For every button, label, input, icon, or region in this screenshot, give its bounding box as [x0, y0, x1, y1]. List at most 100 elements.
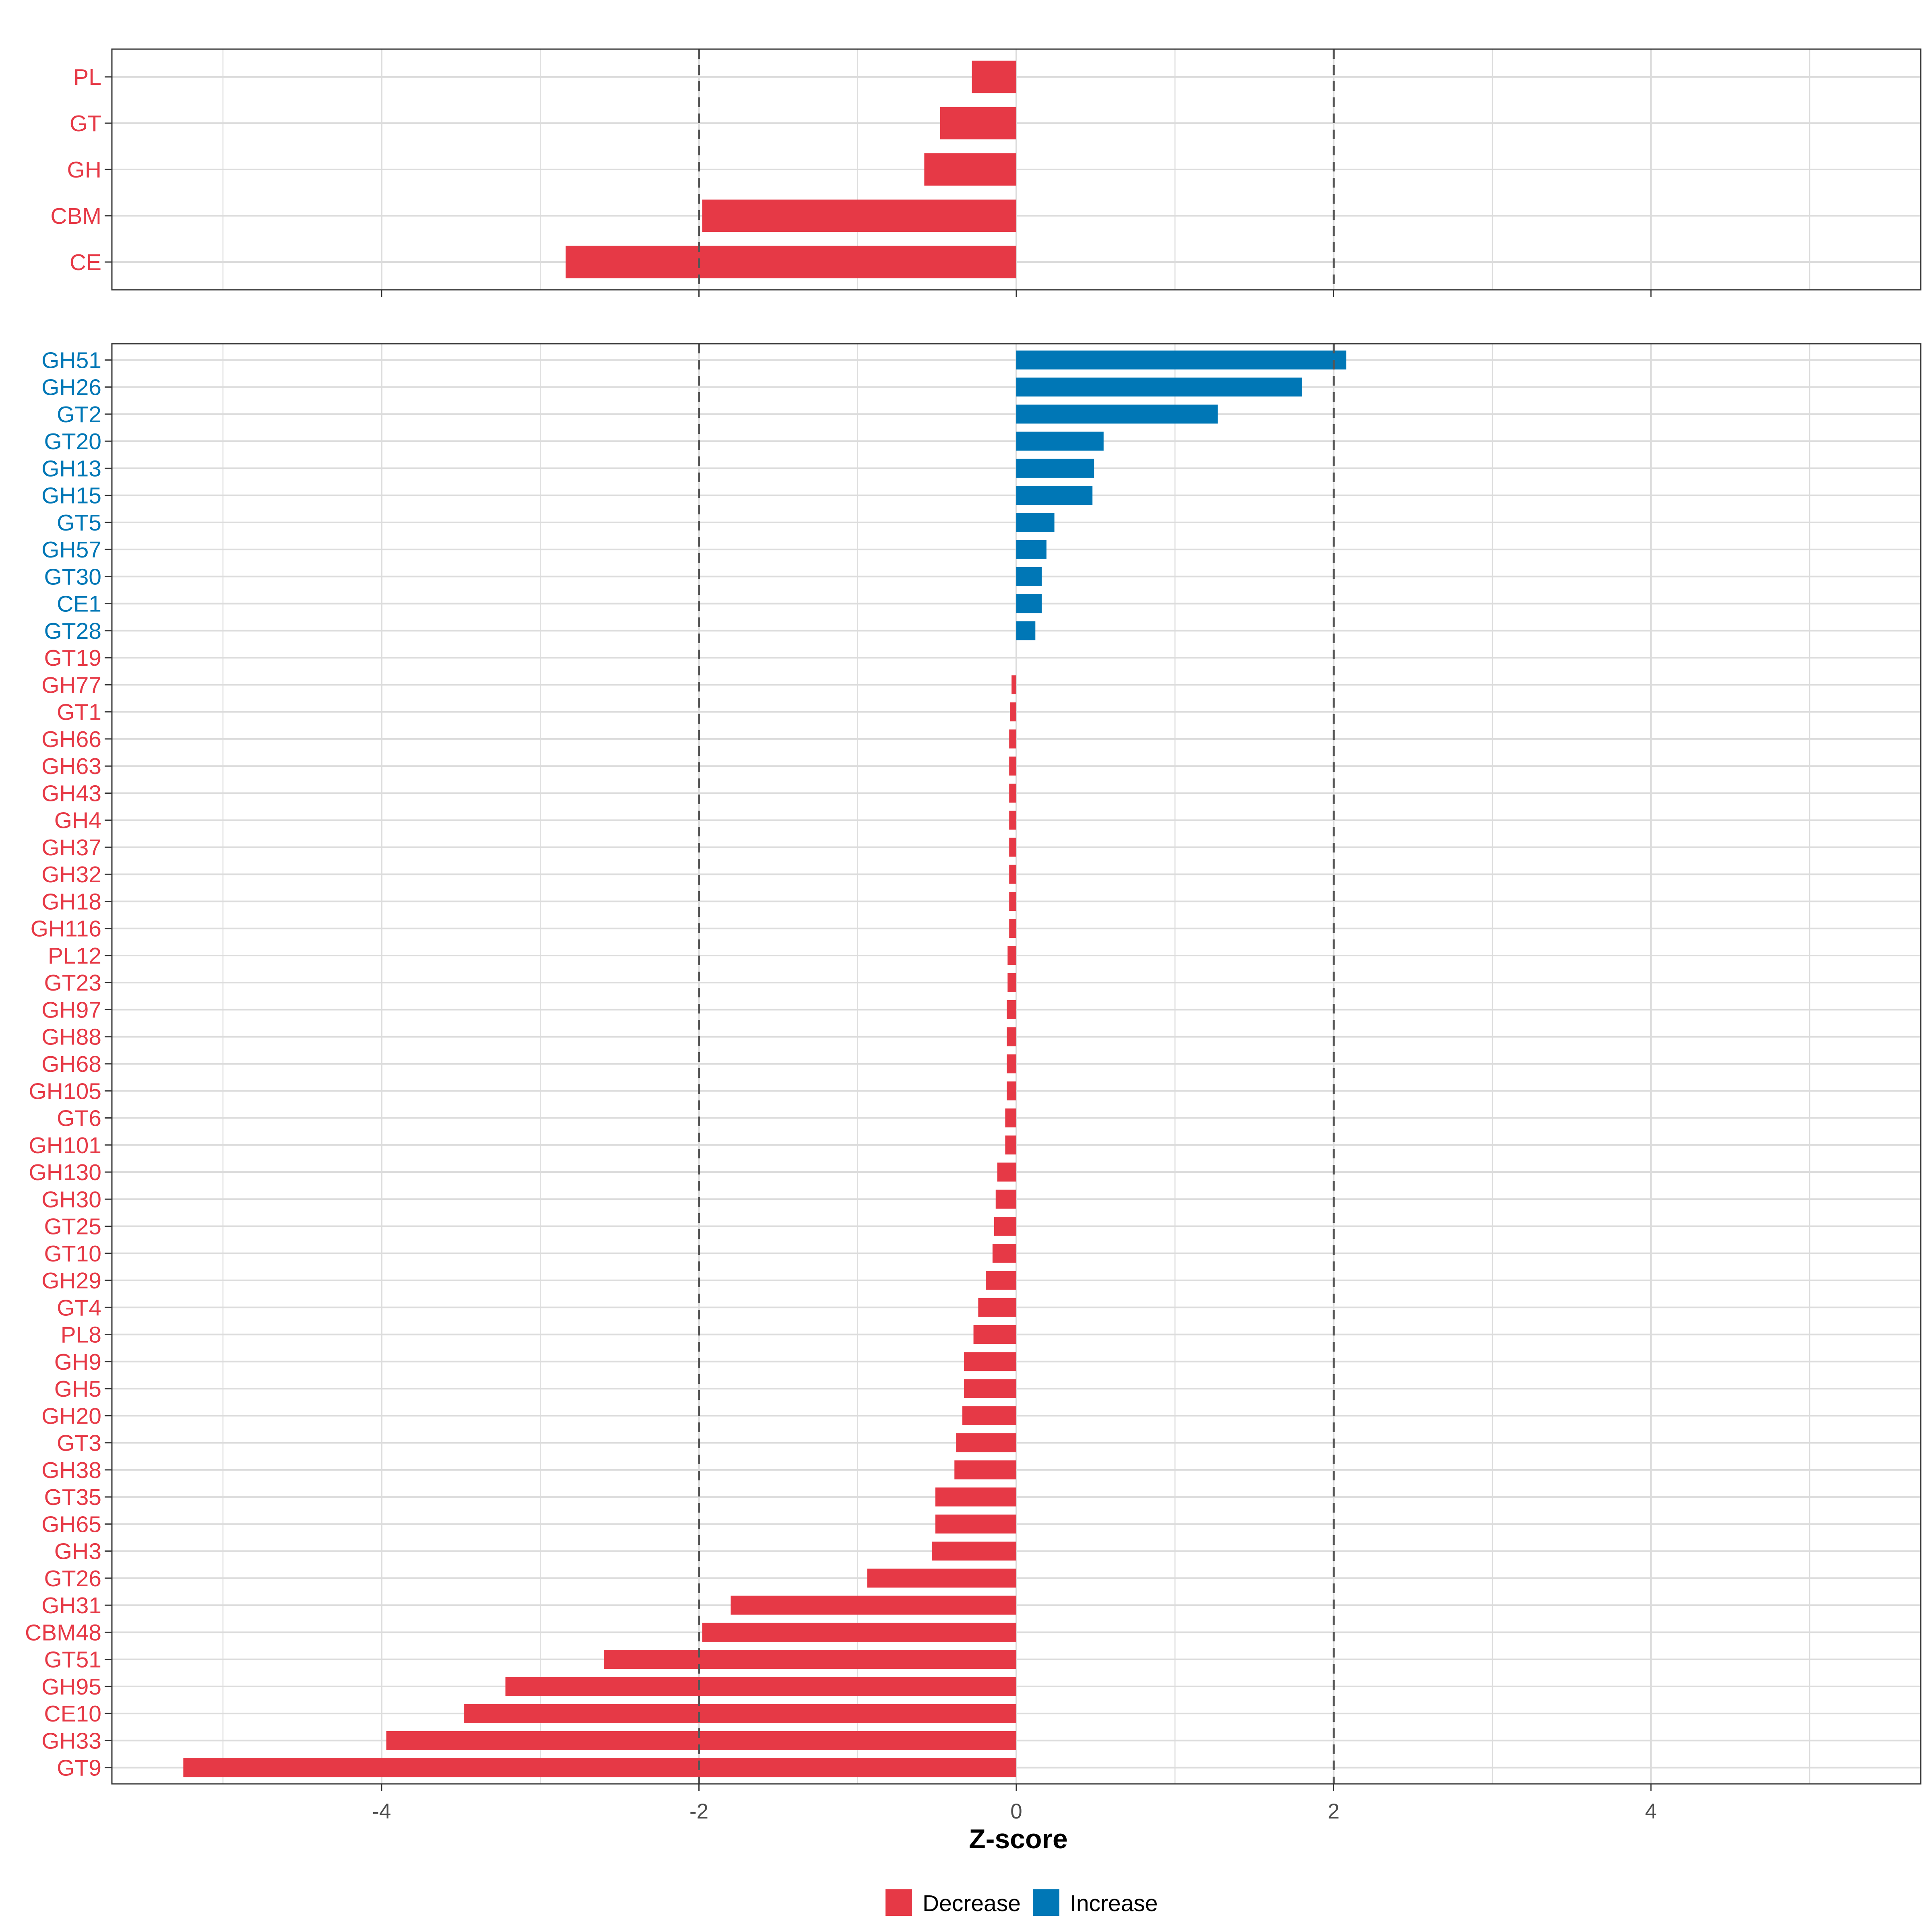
bottom-category-label: GH20: [41, 1403, 101, 1429]
bottom-category-label: GH97: [41, 997, 101, 1023]
bottom-category-label: GT25: [44, 1214, 101, 1240]
bottom-category-label: GT20: [44, 429, 101, 454]
bottom-category-label: GT10: [44, 1241, 101, 1267]
top-bar-pl: [972, 60, 1016, 93]
bottom-category-label: GH130: [29, 1160, 101, 1185]
bottom-category-label: GH116: [31, 916, 101, 942]
bottom-category-label: GH51: [41, 347, 101, 373]
bottom-bar-gt3: [956, 1433, 1016, 1453]
bottom-category-label: GT6: [57, 1106, 101, 1131]
bottom-bar-gh43: [1009, 783, 1016, 803]
bottom-bar-gt35: [935, 1487, 1016, 1507]
bottom-bar-gh77: [1011, 675, 1016, 694]
bottom-category-label: GH13: [41, 456, 101, 481]
top-category-label: GT: [70, 111, 101, 136]
top-category-label: CBM: [50, 203, 101, 229]
bottom-category-label: GH26: [41, 375, 101, 400]
top-bar-gh: [924, 153, 1016, 186]
bottom-bar-gh4: [1009, 811, 1016, 830]
bottom-bar-gt4: [978, 1298, 1016, 1317]
bottom-category-label: GT4: [57, 1295, 101, 1321]
bottom-category-label: GH38: [41, 1457, 101, 1483]
bottom-bar-gh33: [386, 1731, 1017, 1750]
legend-label-increase: Increase: [1070, 1891, 1158, 1916]
bottom-bar-gh88: [1007, 1027, 1016, 1046]
bottom-bar-gt26: [867, 1569, 1016, 1588]
legend-swatch-decrease: [886, 1889, 912, 1916]
bottom-category-label: GH30: [41, 1187, 101, 1212]
bottom-category-label: GH57: [41, 537, 101, 563]
bottom-bar-gt28: [1016, 621, 1036, 640]
bottom-category-label: GT26: [44, 1566, 101, 1591]
bottom-bar-gh29: [986, 1271, 1016, 1290]
bottom-category-label: GT19: [44, 645, 101, 671]
bottom-category-label: GT28: [44, 618, 101, 644]
bottom-bar-gt2: [1016, 405, 1218, 424]
bottom-bar-pl12: [1007, 946, 1016, 965]
bottom-category-label: CBM48: [25, 1620, 101, 1645]
top-category-label: GH: [67, 157, 102, 183]
bottom-category-label: GT51: [44, 1647, 101, 1673]
bottom-category-label: GH77: [41, 672, 101, 698]
bottom-category-label: GH37: [41, 835, 101, 861]
bottom-category-label: GH95: [41, 1674, 101, 1700]
bottom-category-label: PL8: [61, 1322, 101, 1348]
bottom-category-label: GH68: [41, 1051, 101, 1077]
bottom-bar-gt51: [604, 1650, 1016, 1669]
bottom-category-label: GH101: [29, 1133, 101, 1158]
bottom-bar-gh68: [1007, 1054, 1016, 1073]
bottom-category-label: GT5: [57, 510, 101, 536]
bottom-bar-gt9: [183, 1758, 1016, 1777]
bottom-category-label: GH29: [41, 1268, 101, 1294]
bottom-bar-gh30: [995, 1189, 1016, 1209]
bottom-category-label: GH15: [41, 483, 101, 509]
bottom-bar-gh57: [1016, 540, 1046, 559]
bottom-bar-gh97: [1007, 1000, 1016, 1020]
top-category-label: CE: [70, 250, 101, 275]
top-category-label: PL: [73, 64, 101, 90]
bottom-panel: GH51GH26GT2GT20GH13GH15GT5GH57GT30CE1GT2…: [25, 343, 1922, 1823]
bottom-bar-gh116: [1009, 919, 1016, 938]
bottom-category-label: GH4: [54, 808, 101, 834]
bottom-category-label: CE10: [44, 1701, 101, 1727]
top-panel: PL GT GH CBM CE: [50, 48, 1922, 297]
bottom-category-label: GH88: [41, 1024, 101, 1050]
bottom-category-label: GT9: [57, 1755, 101, 1781]
bottom-bar-gh13: [1016, 458, 1094, 478]
bottom-category-label: GH18: [41, 889, 101, 914]
bottom-category-label: GH33: [41, 1728, 101, 1754]
bottom-bar-gt25: [994, 1216, 1016, 1236]
bottom-category-label: GH3: [54, 1539, 101, 1565]
bottom-category-label: GT35: [44, 1484, 101, 1510]
bottom-bar-ce1: [1016, 594, 1042, 613]
bottom-category-label: GH63: [41, 753, 101, 779]
x-tick-label: 4: [1645, 1800, 1657, 1823]
legend-swatch-increase: [1033, 1889, 1059, 1916]
top-bar-cbm: [702, 199, 1016, 232]
bottom-bar-gh20: [962, 1406, 1016, 1425]
x-axis-title: Z-score: [969, 1824, 1068, 1854]
bottom-category-label: GH105: [29, 1078, 101, 1104]
bottom-category-label: GH65: [41, 1511, 101, 1537]
bottom-category-label: GT2: [57, 402, 101, 427]
bottom-bar-gh31: [731, 1596, 1016, 1615]
bottom-bar-gh38: [954, 1460, 1016, 1480]
bottom-bar-gh32: [1009, 865, 1016, 884]
x-tick-label: 2: [1328, 1800, 1340, 1823]
bottom-category-label: GH66: [41, 727, 101, 752]
bottom-category-label: GT1: [57, 700, 101, 725]
x-tick-label: -4: [372, 1800, 391, 1823]
bottom-category-label: GT30: [44, 564, 101, 590]
top-bar-ce: [566, 246, 1016, 279]
bottom-category-label: CE1: [57, 591, 101, 617]
top-bar-gt: [940, 107, 1016, 140]
bottom-bar-gh105: [1007, 1081, 1016, 1100]
bottom-bar-gh26: [1016, 378, 1302, 397]
bottom-category-label: GT3: [57, 1430, 101, 1456]
bottom-category-label: GT23: [44, 970, 101, 996]
bottom-bar-gt23: [1007, 973, 1016, 992]
bottom-bar-gh5: [964, 1379, 1016, 1398]
bottom-category-label: PL12: [48, 943, 101, 969]
bottom-bar-gt30: [1016, 567, 1042, 586]
